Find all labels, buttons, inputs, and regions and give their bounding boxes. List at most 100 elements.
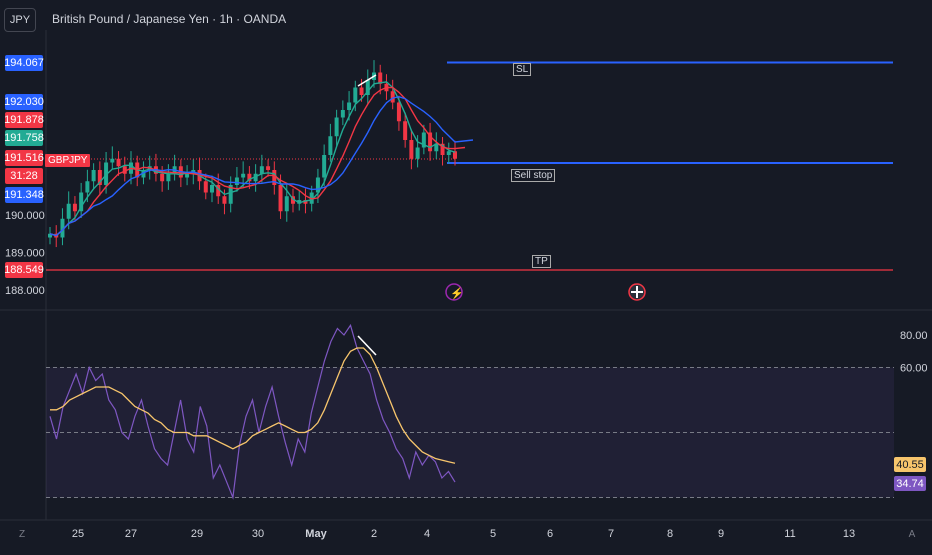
chart-title: British Pound / Japanese Yen · 1h · OAND… (52, 12, 287, 26)
candle-body (434, 143, 439, 152)
sl-label[interactable]: SL (513, 63, 532, 76)
candle-body (72, 203, 77, 212)
candle-body (428, 132, 433, 152)
candle-body (166, 173, 171, 182)
time-tick-label: 7 (608, 528, 614, 540)
price-chip: 194.067 (4, 55, 44, 71)
candle-body (340, 110, 345, 118)
candle-body (85, 181, 90, 193)
candle-body (228, 185, 233, 204)
lightning-icon-glyph: ⚡ (450, 287, 464, 300)
candle-body (334, 117, 339, 137)
rsi-line (49, 323, 456, 500)
time-tick-label: 11 (784, 528, 795, 540)
candle-body (353, 87, 358, 103)
candle-body (315, 177, 320, 193)
price-chip: 191.516 (4, 150, 44, 166)
candle-body (446, 151, 451, 155)
candle-body (390, 91, 395, 103)
candle-body (278, 185, 283, 212)
price-chip: 191.758 (4, 130, 44, 146)
candle-body (378, 72, 383, 84)
symbol-tag: GBPJPY (45, 154, 91, 167)
candle-body (48, 233, 52, 238)
time-tick-label: 13 (843, 528, 855, 540)
candle-body (403, 121, 408, 140)
candle-body (104, 162, 109, 185)
candle-body (415, 147, 420, 159)
price-tick-label: 190.000 (5, 210, 45, 222)
candle-body (160, 173, 165, 182)
candle-body (365, 80, 370, 95)
auto-scale-icon: A (909, 529, 916, 540)
time-tick-label: 4 (424, 528, 430, 540)
candle-body (440, 143, 445, 155)
candle-body (259, 166, 264, 174)
candle-body (116, 158, 121, 167)
candle-body (216, 185, 221, 197)
price-chip: 191.348 (4, 187, 44, 203)
rsi-value: 34.74 (894, 476, 926, 491)
time-tick-label: 30 (252, 528, 264, 540)
z-icon: Z (19, 529, 25, 540)
rsi-ma-value: 40.55 (894, 457, 926, 472)
candle-body (66, 203, 71, 219)
candle-body (234, 177, 239, 185)
candle-body (328, 136, 333, 155)
time-tick-label: 25 (72, 528, 84, 540)
rsi-level-label: 80.00 (900, 330, 928, 342)
candle-body (284, 196, 289, 212)
candle-body (409, 140, 414, 159)
lightning-icon (445, 283, 463, 301)
candle-body (359, 87, 364, 95)
candle-body (421, 132, 426, 148)
price-chip: 192.030 (4, 94, 44, 110)
candle-body (97, 170, 102, 185)
candle-body (91, 170, 96, 182)
candle-body (253, 173, 258, 182)
candle-body (347, 102, 352, 110)
candle-body (210, 185, 214, 193)
rsi-ma-line (50, 347, 456, 464)
time-tick-label: 2 (371, 528, 377, 540)
candle-body (185, 173, 190, 178)
price-chip: 191.878 (4, 112, 44, 128)
ma-slow-line (49, 95, 474, 237)
time-tick-label: 5 (490, 528, 496, 540)
candle-body (247, 173, 252, 182)
sell-stop-label[interactable]: Sell stop (511, 169, 556, 182)
candle-body (60, 218, 65, 238)
currency-badge[interactable]: JPY (4, 8, 36, 32)
candle-body (141, 170, 146, 178)
candle-body (396, 102, 401, 122)
time-tick-label: 29 (191, 528, 203, 540)
rsi-level-label: 60.00 (900, 363, 928, 375)
candle-body (453, 151, 457, 159)
candle-body (79, 192, 84, 212)
candle-body (303, 200, 308, 204)
price-tick-label: 188.000 (5, 285, 45, 297)
ma-fast-line (49, 81, 456, 237)
time-tick-label: 27 (125, 528, 137, 540)
candle-body (110, 158, 115, 163)
candle-body (297, 200, 302, 204)
rsi-drawing-line (357, 335, 377, 356)
price-drawing-line (357, 74, 377, 87)
price-chip: 188.549 (4, 262, 44, 278)
candle-body (266, 166, 271, 170)
candle-body (241, 173, 246, 178)
time-tick-label: 8 (667, 528, 673, 540)
candle-body (291, 196, 295, 204)
time-tick-label: 9 (718, 528, 724, 540)
candle-body (272, 170, 277, 185)
candle-body (222, 196, 227, 204)
time-tick-label: 6 (547, 528, 553, 540)
time-tick-label: May (305, 528, 327, 540)
ma-mid-line (49, 86, 466, 237)
price-tick-label: 189.000 (5, 248, 45, 260)
tp-label[interactable]: TP (532, 255, 551, 268)
candle-body (322, 155, 327, 178)
candle-body (203, 181, 208, 193)
